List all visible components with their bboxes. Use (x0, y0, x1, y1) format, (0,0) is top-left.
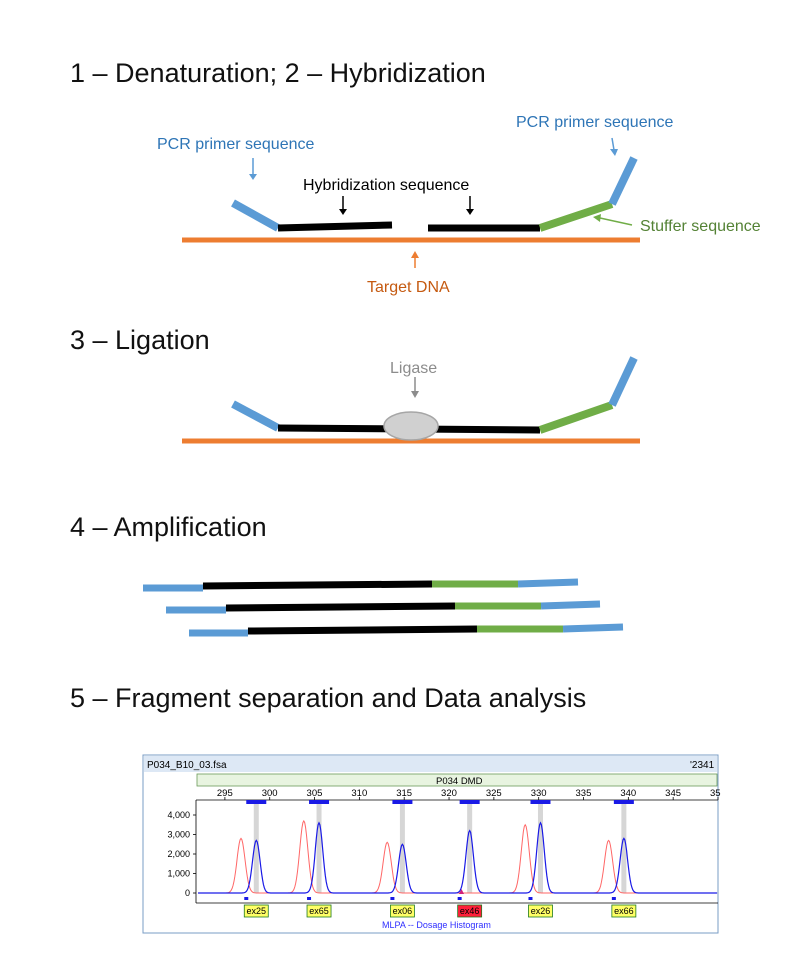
exon-tick (457, 897, 462, 900)
amplification-panel (143, 578, 624, 637)
exon-tick (244, 897, 249, 900)
exon-label-box (243, 904, 269, 918)
x-tick-label: 35 (710, 788, 721, 799)
pcr-left-arrowhead (249, 174, 257, 180)
amplicon-2 (166, 600, 601, 614)
y-tick-label: 0 (185, 888, 190, 898)
stuffer-label: Stuffer sequence (640, 218, 761, 235)
ligase-arrowhead (411, 391, 419, 398)
exon-label-box (306, 904, 332, 918)
exon-label: ex66 (614, 906, 634, 916)
peak-bin (467, 800, 473, 893)
right-primer-2 (608, 356, 638, 407)
right-primer (608, 156, 638, 206)
pcr-primer-label-left: PCR primer sequence (157, 136, 315, 153)
pcr-right-arrowhead (610, 149, 618, 156)
ligation-panel: Ligase (182, 356, 640, 444)
step-3-heading: 3 – Ligation (70, 325, 210, 355)
x-tick-label: 325 (486, 788, 502, 799)
exon-label: ex06 (393, 906, 413, 916)
peak-bin-marker (392, 800, 413, 804)
stuffer-seq (538, 200, 614, 232)
histogram-label: MLPA -- Dosage Histogram (382, 920, 491, 930)
pcr-right-arrow (611, 137, 615, 151)
exon-label-box (390, 904, 415, 918)
deletion-marker (459, 889, 464, 894)
hybridization-panel: PCR primer sequence PCR primer sequence … (157, 114, 761, 296)
x-tick-label: 335 (576, 788, 592, 799)
exon-label: ex25 (247, 906, 267, 916)
exon-tick (307, 897, 312, 900)
x-tick-label: 305 (307, 788, 323, 799)
hybridization-label: Hybridization sequence (303, 177, 469, 194)
y-tick-label: 4,000 (167, 810, 190, 820)
exon-label: ex46 (460, 906, 480, 916)
exon-tick (528, 897, 533, 900)
step-1-2-heading: 1 – Denaturation; 2 – Hybridization (70, 58, 486, 88)
stuffer-seq-2 (538, 401, 614, 434)
target-dna-label: Target DNA (367, 279, 450, 296)
amplicon-3 (189, 623, 624, 637)
stuffer-arrowhead (593, 214, 601, 222)
peak-bin (399, 800, 405, 893)
y-tick-label: 3,000 (167, 830, 190, 840)
x-tick-label: 300 (262, 788, 278, 799)
step-4-heading: 4 – Amplification (70, 512, 267, 542)
y-tick-label: 1,000 (167, 869, 190, 879)
step-5-heading: 5 – Fragment separation and Data analysi… (70, 683, 587, 713)
exon-label: ex26 (531, 906, 551, 916)
amplicon-1 (143, 578, 579, 592)
peak-bin (621, 800, 627, 893)
panel-name: P034 DMD (436, 776, 483, 787)
peak-bin (537, 800, 543, 893)
exon-label: ex65 (309, 906, 329, 916)
x-tick-label: 340 (620, 788, 636, 799)
left-primer-2 (231, 400, 280, 432)
x-axis-ticks: 295 300 305 310 315 320 325 330 335 340 345 35 (217, 788, 721, 800)
x-tick-label: 310 (351, 788, 367, 799)
peak-bin-marker (246, 800, 267, 804)
stuffer-arrow (599, 217, 633, 226)
left-hybrid-seq (277, 221, 393, 232)
pcr-primer-label-right: PCR primer sequence (516, 114, 674, 131)
window-title-bar (144, 756, 717, 772)
exon-label-box (457, 904, 483, 918)
window-corner-label: '2341 (690, 760, 715, 771)
exon-tick (390, 897, 395, 900)
y-axis-ticks: 4,000 3,000 2,000 1,000 0 (167, 810, 196, 898)
x-tick-label: 345 (665, 788, 681, 799)
panel-header (196, 773, 718, 787)
exon-label-box (528, 904, 553, 918)
peak-bin (253, 800, 259, 893)
hybrid-arrowhead-right (466, 209, 474, 215)
exon-tick (611, 897, 616, 900)
y-tick-label: 2,000 (167, 849, 190, 859)
exon-labels: ex25 ex65 ex06 ex46 ex26 ex66 (243, 897, 637, 918)
ligase-enzyme (383, 411, 439, 441)
fragment-analysis-window: P034_B10_03.fsa '2341 P034 DMD 295 300 305… (142, 754, 721, 934)
x-tick-label: 320 (441, 788, 457, 799)
left-primer (231, 199, 280, 232)
ligase-label: Ligase (390, 360, 437, 377)
peak-bin-marker (309, 800, 330, 804)
window-filename: P034_B10_03.fsa (147, 760, 227, 771)
peak-bin-marker (613, 800, 634, 804)
peak-bin-marker (459, 800, 480, 804)
target-arrowhead (411, 251, 419, 258)
peak-bin-marker (530, 800, 551, 804)
x-tick-label: 295 (217, 788, 233, 799)
x-tick-label: 315 (396, 788, 412, 799)
x-tick-label: 330 (531, 788, 547, 799)
hybrid-arrowhead-left (339, 209, 347, 215)
exon-label-box (611, 904, 637, 918)
peak-bin (316, 800, 322, 893)
blue-trace-line (198, 821, 718, 894)
peak-markers (246, 800, 634, 893)
